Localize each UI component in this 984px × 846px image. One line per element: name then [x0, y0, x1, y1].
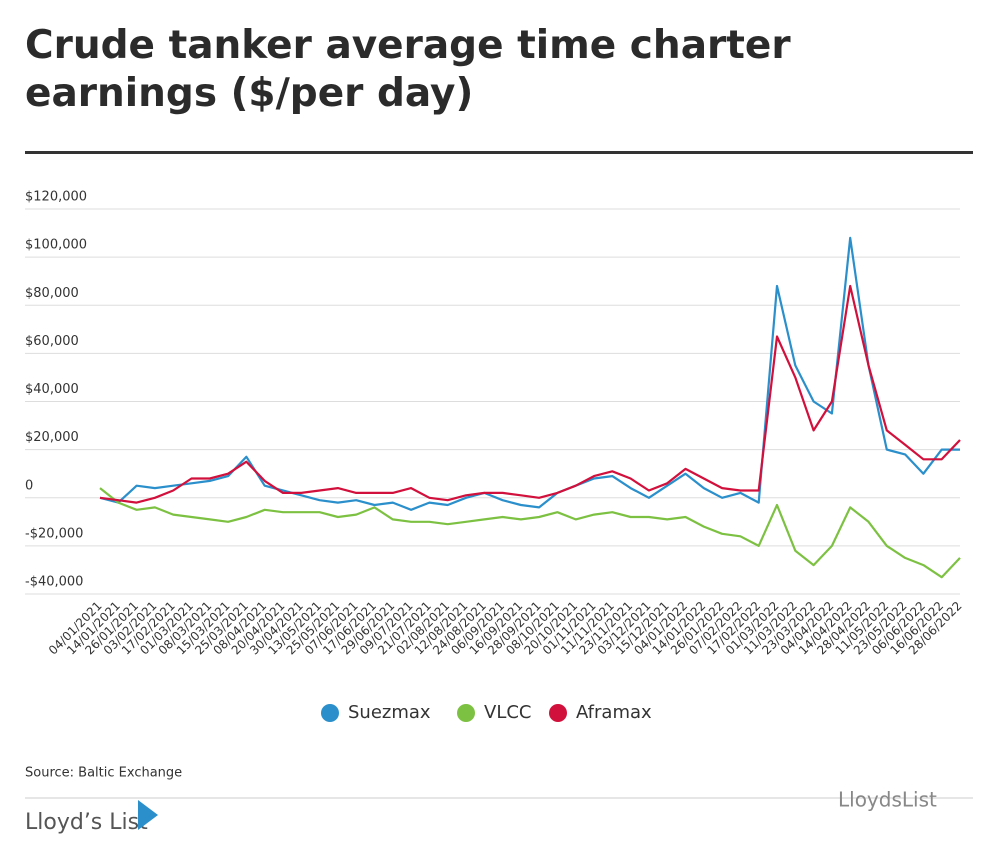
- divider: [25, 151, 973, 154]
- y-tick-label: -$40,000: [25, 575, 83, 590]
- legend-label: Aframax: [576, 702, 652, 723]
- chart-title: Crude tanker average time charter earnin…: [25, 23, 791, 116]
- y-tick-label: $120,000: [25, 190, 87, 205]
- y-tick-label: $80,000: [25, 286, 79, 301]
- series-line: [99, 236, 960, 511]
- y-tick-label: $100,000: [25, 238, 87, 253]
- series-line: [99, 487, 961, 579]
- series-line: [99, 284, 961, 504]
- legend-marker: [549, 704, 567, 722]
- legend-label: Suezmax: [348, 702, 431, 723]
- watermark: LloydsList: [838, 788, 937, 812]
- legend-marker: [457, 704, 475, 722]
- legend-label: VLCC: [484, 702, 531, 723]
- y-tick-label: -$20,000: [25, 526, 83, 541]
- y-tick-label: $40,000: [25, 382, 79, 397]
- brand: Lloyd’s List: [25, 810, 148, 835]
- legend-marker: [321, 704, 339, 722]
- brand-icon: [138, 800, 158, 830]
- y-tick-label: $20,000: [25, 430, 79, 445]
- y-tick-label: 0: [25, 478, 33, 493]
- y-tick-label: $60,000: [25, 334, 79, 349]
- source: Source: Baltic Exchange: [25, 766, 182, 781]
